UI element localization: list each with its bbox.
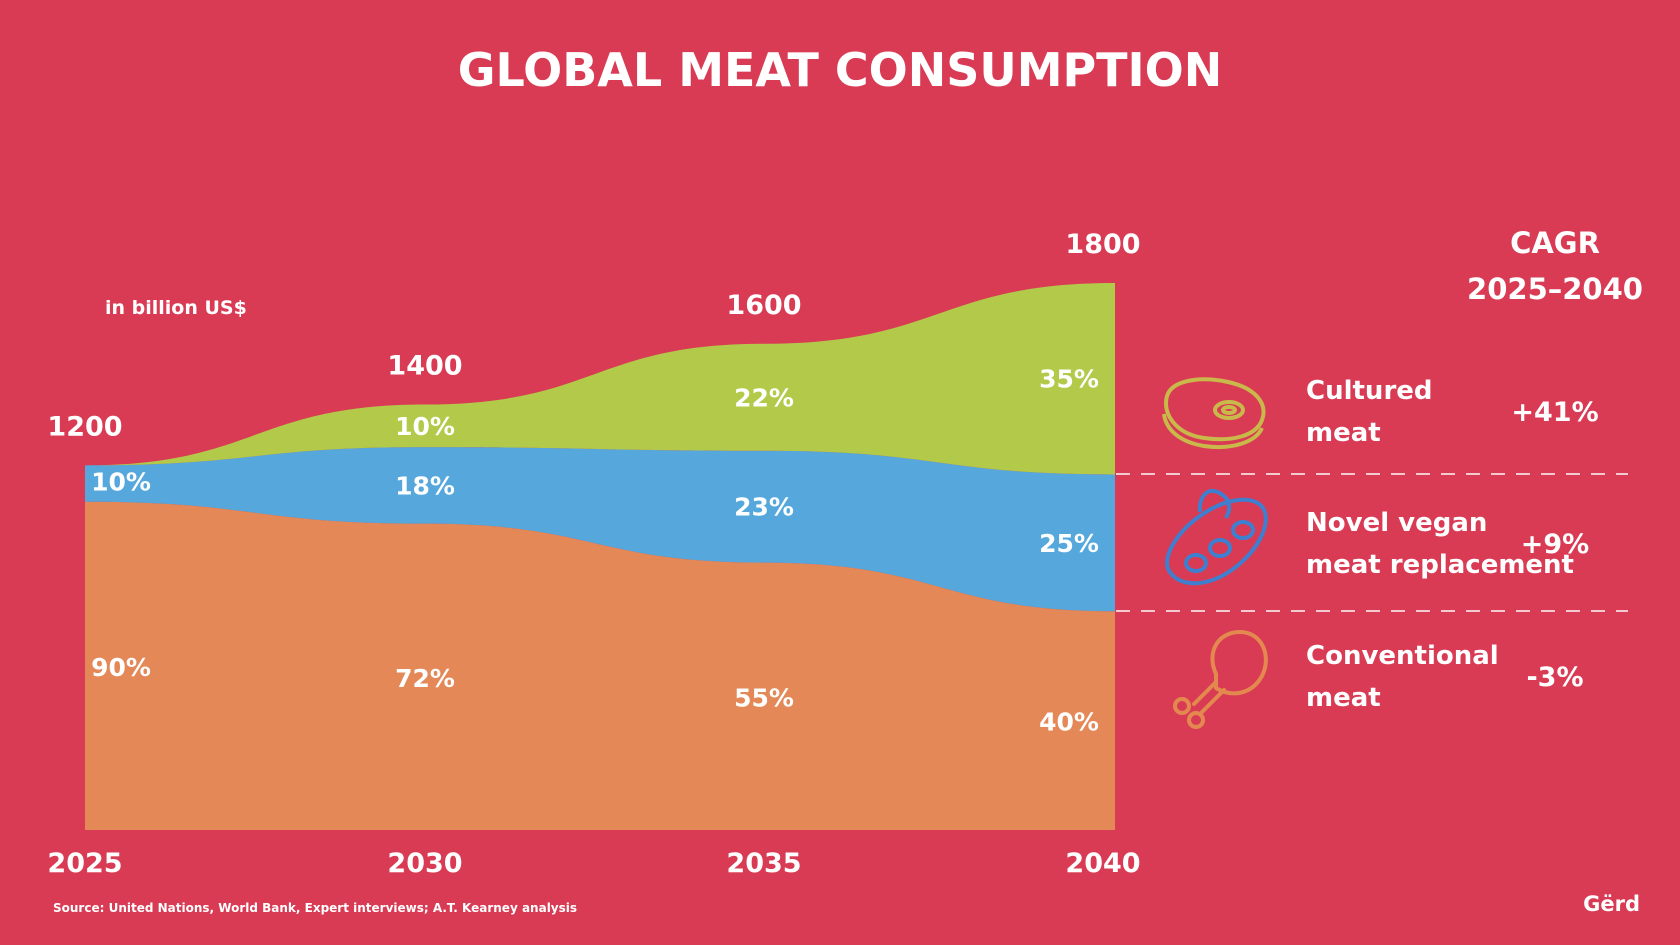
page-title: GLOBAL MEAT CONSUMPTION (458, 43, 1223, 97)
vegan-meat-area (85, 447, 1115, 612)
cagr-header-line-1: CAGR (1510, 226, 1600, 260)
legend-label-line-2: meat (1306, 418, 1381, 448)
legend-item-conventional: Conventional meat -3% (1173, 630, 1584, 729)
cagr-header-line-2: 2025–2040 (1467, 272, 1643, 306)
legend-label-line-1: Novel vegan (1306, 508, 1487, 538)
conventional-share-label: 90% (91, 653, 151, 682)
legend: Cultured meat +41% Novel vegan meat repl… (1116, 376, 1628, 729)
legend-label-line-2: meat (1306, 683, 1381, 713)
total-value-label: 1400 (387, 351, 462, 382)
conventional-share-label: 55% (734, 683, 794, 712)
area-chart: 90% 72% 55% 40% 10% 18% 23% 25% 10% 22% 35% 1200 14… (47, 229, 1140, 879)
soybean-pod-icon (1165, 489, 1268, 586)
x-axis-tick-label: 2025 (47, 848, 122, 879)
cultured-share-label: 35% (1039, 365, 1099, 394)
legend-cagr-value: +9% (1521, 529, 1589, 560)
chicken-leg-icon (1173, 630, 1268, 729)
vegan-share-label: 25% (1039, 529, 1099, 558)
x-axis-tick-label: 2035 (726, 848, 801, 879)
brand-logo: Gërd (1583, 892, 1640, 916)
cultured-share-label: 10% (395, 412, 455, 441)
vegan-share-label: 18% (395, 471, 455, 500)
conventional-share-label: 40% (1039, 708, 1099, 737)
x-axis-tick-label: 2030 (387, 848, 462, 879)
total-value-label: 1200 (47, 411, 122, 442)
legend-cagr-value: +41% (1511, 397, 1598, 428)
x-axis-tick-label: 2040 (1065, 848, 1140, 879)
conventional-meat-area (85, 501, 1115, 830)
legend-cagr-value: -3% (1526, 662, 1583, 693)
conventional-share-label: 72% (395, 664, 455, 693)
source-note: Source: United Nations, World Bank, Expe… (53, 901, 577, 915)
legend-item-vegan: Novel vegan meat replacement +9% (1165, 489, 1589, 586)
cultured-share-label: 22% (734, 383, 794, 412)
unit-label: in billion US$ (105, 297, 247, 319)
legend-label-line-1: Cultured (1306, 376, 1433, 406)
legend-label-line-1: Conventional (1306, 641, 1499, 671)
legend-label-line-2: meat replacement (1306, 550, 1574, 580)
total-value-label: 1800 (1065, 229, 1140, 260)
vegan-share-label: 10% (91, 468, 151, 497)
vegan-share-label: 23% (734, 493, 794, 522)
total-value-label: 1600 (726, 290, 801, 321)
legend-item-cultured: Cultured meat +41% (1162, 376, 1599, 449)
steak-icon (1162, 377, 1266, 449)
cultured-meat-area (85, 283, 1115, 475)
